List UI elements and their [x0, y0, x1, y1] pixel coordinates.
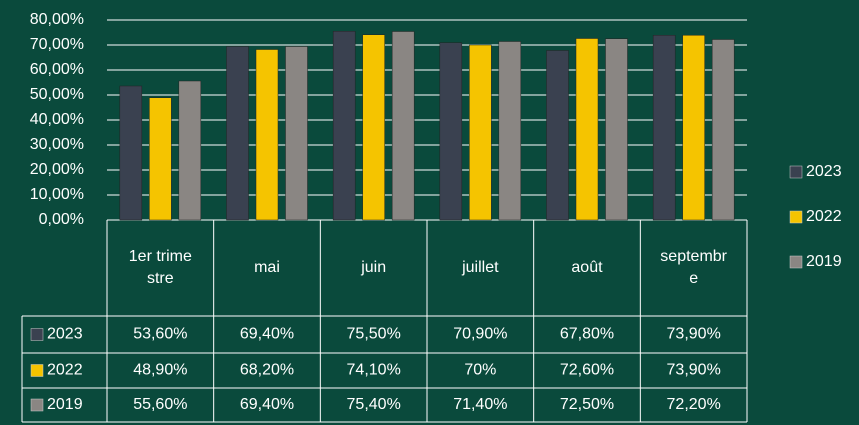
bar — [119, 85, 143, 221]
table-value: 55,60% — [133, 396, 187, 413]
table-value: 72,20% — [667, 396, 721, 413]
x-tick-label: mai — [254, 259, 280, 276]
table-value: 71,40% — [453, 396, 507, 413]
table-value: 67,80% — [560, 326, 614, 343]
x-tick-label: septembre — [660, 248, 727, 287]
table-value: 72,60% — [560, 362, 614, 379]
table-row-label: 2022 — [47, 362, 83, 379]
legend-key — [789, 255, 803, 269]
table-value: 72,50% — [560, 396, 614, 413]
bar — [711, 39, 735, 221]
table-value: 73,90% — [667, 362, 721, 379]
category-cell: septembre — [660, 248, 727, 287]
category-cell: 1er trimestre — [128, 248, 192, 287]
bar — [546, 50, 569, 221]
category-cell: juillet — [462, 259, 499, 276]
table-value: 70% — [464, 362, 496, 379]
table-value: 70,90% — [453, 326, 507, 343]
legend-key — [30, 398, 44, 412]
category-cell: août — [571, 259, 603, 276]
x-tick-label: juillet — [462, 259, 499, 276]
bar — [652, 35, 676, 221]
bar — [178, 80, 202, 221]
bar — [226, 46, 249, 221]
y-tick-label: 60,00% — [30, 61, 84, 78]
bar — [469, 44, 492, 221]
x-tick-label: 1er trimestre — [128, 248, 192, 287]
table-value: 48,90% — [133, 362, 187, 379]
table-value: 73,90% — [667, 326, 721, 343]
y-tick-label: 10,00% — [30, 186, 84, 203]
x-tick-label: juin — [361, 259, 387, 276]
bar — [255, 49, 279, 221]
table-value: 53,60% — [133, 326, 187, 343]
y-tick-label: 70,00% — [30, 36, 84, 53]
y-tick-label: 50,00% — [30, 86, 84, 103]
bar — [575, 38, 599, 221]
table-value: 69,40% — [240, 326, 294, 343]
category-cell: juin — [361, 259, 387, 276]
bar — [332, 31, 356, 221]
y-tick-label: 20,00% — [30, 161, 84, 178]
y-tick-label: 80,00% — [30, 11, 84, 28]
table-value: 68,20% — [240, 362, 294, 379]
legend-key — [30, 364, 44, 377]
bar — [285, 46, 308, 221]
legend-label: 2022 — [806, 208, 842, 225]
category-cell: mai — [254, 259, 280, 276]
legend-key — [789, 165, 803, 179]
table-value: 74,10% — [347, 362, 401, 379]
bar — [391, 31, 415, 221]
legend-key — [789, 210, 803, 224]
bar — [605, 38, 628, 221]
table-value: 75,40% — [347, 396, 401, 413]
legend-label: 2023 — [806, 163, 842, 180]
bar — [362, 34, 385, 221]
x-tick-label: août — [571, 259, 603, 276]
y-tick-label: 0,00% — [39, 211, 84, 228]
bar — [498, 41, 522, 221]
legend-key — [30, 328, 44, 341]
bar — [149, 97, 172, 221]
table-value: 75,50% — [347, 326, 401, 343]
table-row-label: 2019 — [47, 396, 83, 413]
bar — [439, 42, 463, 221]
y-tick-label: 30,00% — [30, 136, 84, 153]
table-value: 69,40% — [240, 396, 294, 413]
bar — [682, 35, 705, 221]
table-row-label: 2023 — [47, 326, 83, 343]
y-tick-label: 40,00% — [30, 111, 84, 128]
legend-label: 2019 — [806, 253, 842, 270]
